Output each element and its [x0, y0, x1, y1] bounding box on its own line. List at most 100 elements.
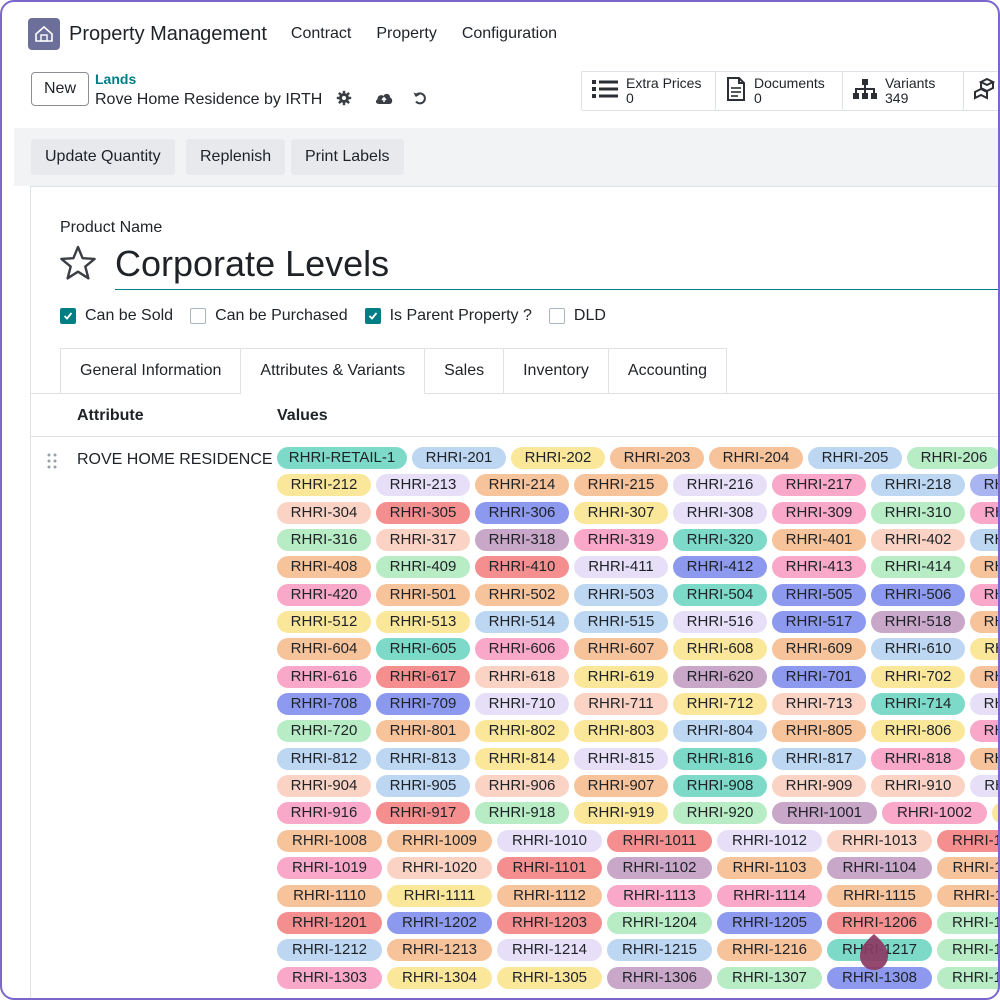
- value-tag[interactable]: RHRI-607: [574, 638, 668, 661]
- value-tag[interactable]: RHRI-310: [871, 501, 965, 524]
- star-icon[interactable]: [59, 245, 97, 286]
- value-tag[interactable]: RHRI-1306: [607, 966, 712, 989]
- value-tag[interactable]: RHRI-320: [673, 529, 767, 552]
- value-tag[interactable]: RHRI-515: [574, 611, 668, 634]
- value-tag[interactable]: RHRI-1112: [497, 884, 602, 907]
- value-tag[interactable]: RHRI-518: [871, 611, 965, 634]
- value-tag[interactable]: RHRI-701: [772, 665, 866, 688]
- value-tag[interactable]: RHRI-1114: [717, 884, 822, 907]
- value-tag[interactable]: RHRI-710: [475, 693, 569, 716]
- value-tag[interactable]: RHRI-1304: [387, 966, 492, 989]
- value-tag[interactable]: RHRI-905: [376, 775, 470, 798]
- value-tag[interactable]: RHRI-1307: [717, 966, 822, 989]
- tab-accounting[interactable]: Accounting: [607, 348, 728, 393]
- flag-is-parent-property[interactable]: Is Parent Property ?: [364, 307, 532, 325]
- value-tag[interactable]: RHRI-305: [376, 501, 470, 524]
- value-tag[interactable]: RHRI-711: [574, 693, 668, 716]
- value-tag[interactable]: RHRI-1020: [387, 857, 492, 880]
- value-tag[interactable]: RHRI-215: [574, 474, 668, 497]
- value-tag[interactable]: RHRI-318: [475, 529, 569, 552]
- value-tag[interactable]: RHRI-908: [673, 775, 767, 798]
- value-tag[interactable]: RHRI-804: [673, 720, 767, 743]
- value-tag[interactable]: RHRI-813: [376, 747, 470, 770]
- value-tag[interactable]: RHRI-512: [277, 611, 371, 634]
- value-tag[interactable]: RHRI-806: [871, 720, 965, 743]
- value-tag[interactable]: RHRI-818: [871, 747, 965, 770]
- value-tag[interactable]: RHRI-409: [376, 556, 470, 579]
- value-tag[interactable]: RHRI-205: [808, 447, 902, 469]
- checkbox-dld[interactable]: [548, 308, 565, 324]
- value-tag[interactable]: RHRI-1101: [497, 857, 602, 880]
- value-tag[interactable]: RHRI-411: [574, 556, 668, 579]
- value-tag[interactable]: RHRI-1105: [937, 857, 1000, 880]
- value-tag[interactable]: RHRI-216: [673, 474, 767, 497]
- value-tag[interactable]: RHRI-1116: [937, 884, 1000, 907]
- value-tag[interactable]: RHRI-709: [376, 693, 470, 716]
- value-tag[interactable]: RHRI-218: [871, 474, 965, 497]
- column-header-values[interactable]: Values: [277, 407, 328, 424]
- nav-configuration[interactable]: Configuration: [461, 25, 557, 42]
- value-tag[interactable]: RHRI-202: [511, 447, 605, 469]
- value-tag[interactable]: RHRI-703: [970, 665, 1000, 688]
- value-tag[interactable]: RHRI-916: [277, 802, 371, 825]
- value-tag[interactable]: RHRI-505: [772, 583, 866, 606]
- extra-prices-button[interactable]: Extra Prices 0: [582, 72, 716, 110]
- value-tag[interactable]: RHRI-608: [673, 638, 767, 661]
- value-tag[interactable]: RHRI-819: [970, 747, 1000, 770]
- value-tag[interactable]: RHRI-519: [970, 611, 1000, 634]
- value-tag[interactable]: RHRI-910: [871, 775, 965, 798]
- value-tag[interactable]: RHRI-611: [970, 638, 1000, 661]
- value-tag[interactable]: RHRI-317: [376, 529, 470, 552]
- value-tag[interactable]: RHRI-1308: [827, 966, 932, 989]
- value-tag[interactable]: RHRI-617: [376, 665, 470, 688]
- value-tag[interactable]: RHRI-1014: [937, 829, 1000, 852]
- value-tag[interactable]: RHRI-817: [772, 747, 866, 770]
- value-tag[interactable]: RHRI-306: [475, 501, 569, 524]
- value-tag[interactable]: RHRI-516: [673, 611, 767, 634]
- value-tag[interactable]: RHRI-1212: [277, 939, 382, 962]
- value-tag[interactable]: RHRI-1305: [497, 966, 602, 989]
- value-tag[interactable]: RHRI-420: [277, 583, 371, 606]
- value-tag[interactable]: RHRI-1218: [937, 939, 1000, 962]
- attribute-values-tags[interactable]: RHRI-RETAIL-1 RHRI-201 RHRI-202 RHRI-203 RHR…: [277, 447, 1000, 994]
- value-tag[interactable]: RHRI-502: [475, 583, 569, 606]
- value-tag[interactable]: RHRI-204: [709, 447, 803, 469]
- checkbox-is-parent-property[interactable]: [364, 308, 381, 324]
- drag-handle-icon[interactable]: [47, 453, 57, 474]
- gear-icon[interactable]: [336, 90, 352, 111]
- value-tag[interactable]: RHRI-212: [277, 474, 371, 497]
- value-tag[interactable]: RHRI-1205: [717, 911, 822, 934]
- value-tag[interactable]: RHRI-815: [574, 747, 668, 770]
- value-tag[interactable]: RHRI-311: [970, 501, 1000, 524]
- value-tag[interactable]: RHRI-816: [673, 747, 767, 770]
- checkbox-can-be-purchased[interactable]: [190, 308, 207, 324]
- value-tag[interactable]: RHRI-319: [574, 529, 668, 552]
- tab-general-information[interactable]: General Information: [60, 348, 242, 393]
- value-tag[interactable]: RHRI-1008: [277, 829, 382, 852]
- new-button[interactable]: New: [31, 72, 89, 106]
- value-tag[interactable]: RHRI-1002: [882, 802, 987, 825]
- value-tag[interactable]: RHRI-807: [970, 720, 1000, 743]
- value-tag[interactable]: RHRI-918: [475, 802, 569, 825]
- value-tag[interactable]: RHRI-517: [772, 611, 866, 634]
- app-logo-icon[interactable]: [28, 18, 60, 50]
- value-tag[interactable]: RHRI-1216: [717, 939, 822, 962]
- value-tag[interactable]: RHRI-413: [772, 556, 866, 579]
- value-tag[interactable]: RHRI-1115: [827, 884, 932, 907]
- value-tag[interactable]: RHRI-1214: [497, 939, 602, 962]
- value-tag[interactable]: RHRI-1001: [772, 802, 877, 825]
- value-tag[interactable]: RHRI-403: [970, 529, 1000, 552]
- attribute-name[interactable]: ROVE HOME RESIDENCE: [77, 451, 273, 468]
- value-tag[interactable]: RHRI-316: [277, 529, 371, 552]
- value-tag[interactable]: RHRI-713: [772, 693, 866, 716]
- value-tag[interactable]: RHRI-805: [772, 720, 866, 743]
- tab-sales[interactable]: Sales: [424, 348, 505, 393]
- product-name-input[interactable]: Corporate Levels: [115, 243, 390, 284]
- value-tag[interactable]: RHRI-803: [574, 720, 668, 743]
- value-tag[interactable]: RHRI-507: [970, 583, 1000, 606]
- value-tag[interactable]: RHRI-715: [970, 693, 1000, 716]
- value-tag[interactable]: RHRI-616: [277, 665, 371, 688]
- value-tag[interactable]: RHRI-415: [970, 556, 1000, 579]
- value-tag[interactable]: RHRI-802: [475, 720, 569, 743]
- value-tag[interactable]: RHRI-408: [277, 556, 371, 579]
